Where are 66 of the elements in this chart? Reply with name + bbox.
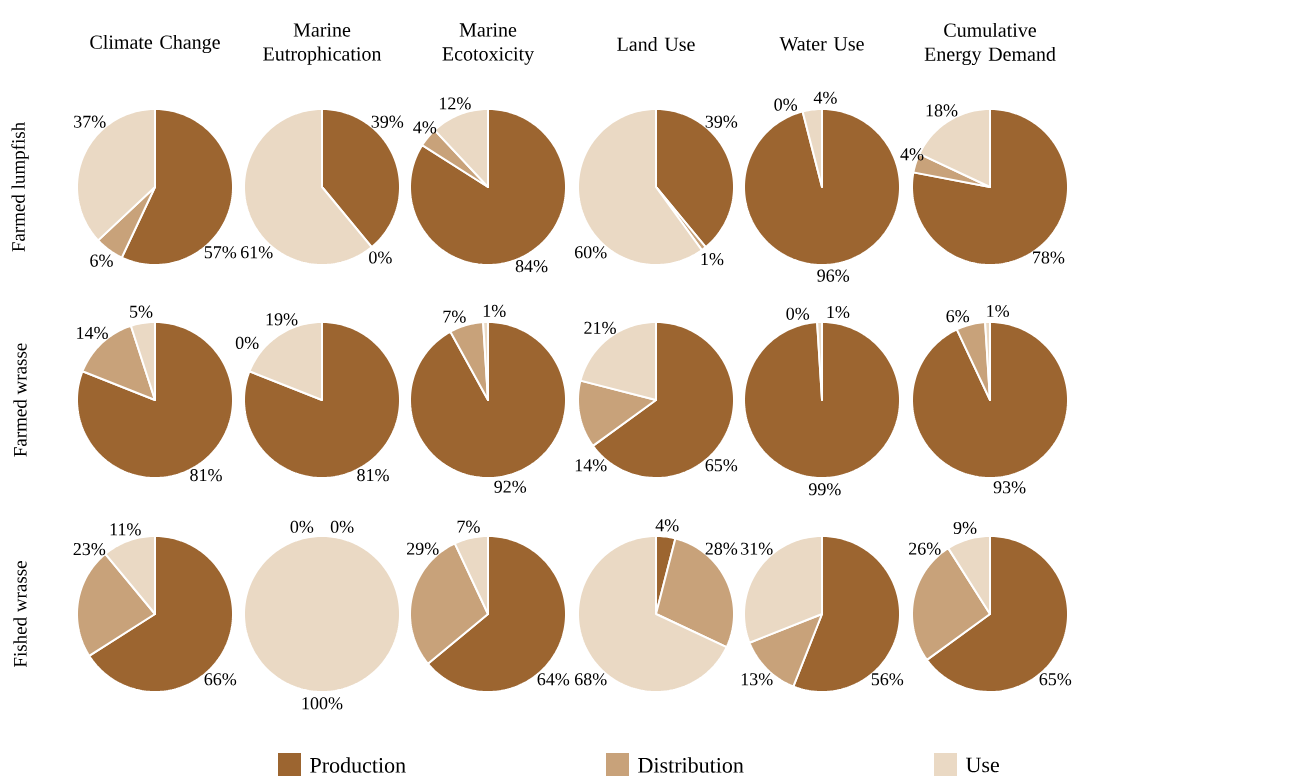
data-label: 26% [909, 542, 941, 555]
data-label: 4% [413, 121, 437, 134]
data-label: 7% [443, 310, 466, 323]
data-label: 12% [439, 97, 471, 110]
legend-label: Use [966, 757, 999, 773]
data-label: 65% [1039, 673, 1072, 686]
data-label: 93% [993, 481, 1026, 494]
data-label: 28% [705, 542, 738, 555]
data-label: 78% [1033, 251, 1065, 264]
chart-title: Cumulative Energy Demand [924, 22, 1056, 66]
text: 0% [330, 520, 354, 533]
data-label: 14% [77, 326, 108, 340]
data-label: 92% [494, 480, 527, 493]
data-label: 6% [90, 254, 113, 267]
data-label: 61% [240, 246, 273, 259]
data-label: 6% [946, 310, 970, 323]
chart-title: Water Use [779, 37, 864, 51]
data-label: 60% [574, 246, 607, 259]
text: 0% [235, 336, 259, 349]
data-label: 56% [871, 673, 904, 686]
data-label: 81% [190, 469, 222, 482]
text: 0% [774, 98, 798, 111]
data-label: 37% [74, 115, 106, 128]
data-label: 7% [457, 520, 480, 533]
data-label: 39% [705, 115, 738, 128]
data-label: 18% [926, 104, 958, 117]
data-label: 65% [705, 459, 738, 472]
text: Farmed lumpfish [11, 122, 29, 252]
data-label: 14% [575, 459, 607, 472]
data-label: 23% [73, 543, 106, 556]
data-label: 4% [655, 519, 679, 532]
data-label: 99% [808, 483, 841, 496]
text: Farmed wrasse [13, 343, 27, 457]
data-label: 1% [827, 305, 850, 319]
data-label: 39% [371, 115, 404, 128]
chart-title: Climate Change [90, 34, 220, 54]
data-label: 96% [817, 269, 850, 282]
chart-title: Marine Eutrophication [263, 23, 382, 65]
data-label: 9% [953, 521, 977, 535]
data-label: 57% [204, 246, 237, 259]
text: 0% [786, 307, 810, 320]
text: Fished wrasse [13, 561, 27, 668]
data-label: 1% [483, 304, 506, 317]
data-label: 1% [701, 252, 724, 266]
data-label: 66% [204, 673, 237, 686]
data-label: 11% [110, 523, 141, 536]
data-label: 84% [515, 260, 548, 273]
data-label: 21% [584, 321, 616, 334]
data-label: 4% [900, 148, 924, 161]
text: 0% [290, 520, 314, 533]
text: 0% [369, 251, 392, 264]
data-label: 68% [574, 673, 607, 686]
data-label: 5% [130, 305, 153, 318]
data-label: 19% [266, 313, 298, 326]
chart-title: Marine Ecotoxicity [442, 23, 535, 65]
data-label: 4% [813, 91, 837, 104]
legend-label: Distribution [638, 757, 744, 773]
chart-title: Land Use [617, 36, 695, 52]
data-label: 29% [407, 542, 439, 555]
data-label: 13% [741, 673, 773, 686]
data-label: 81% [357, 469, 389, 482]
legend-label: Production [310, 757, 406, 773]
data-label: 1% [987, 304, 1010, 318]
data-label: 64% [537, 673, 570, 686]
data-label: 100% [302, 697, 343, 710]
data-label: 31% [741, 542, 773, 555]
